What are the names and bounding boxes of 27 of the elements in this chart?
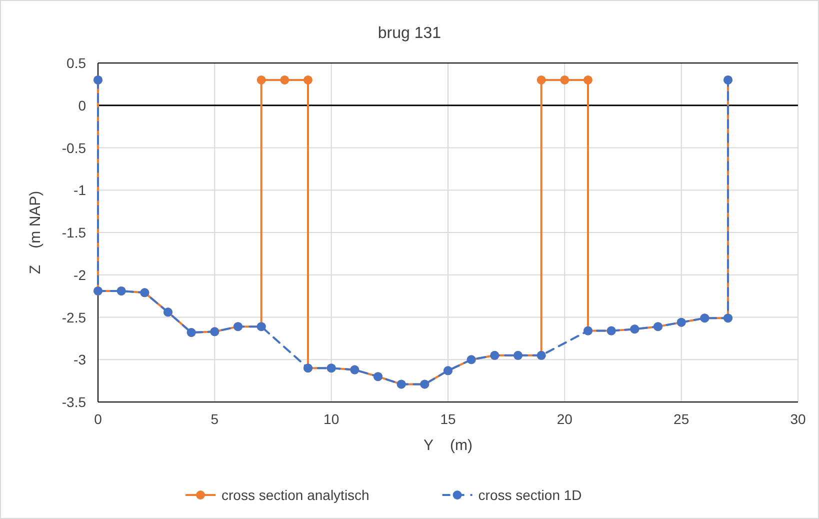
y-tick-label: -2	[74, 266, 86, 283]
chart-title: brug 131	[378, 25, 442, 42]
y-axis-title: Z (m NAP)	[27, 190, 44, 274]
y-tick-label: -1.5	[62, 224, 86, 240]
point	[584, 75, 592, 84]
y-tick-label: 0.5	[66, 55, 86, 71]
legend-label: cross section analytisch	[222, 487, 370, 503]
x-tick-label: 10	[324, 411, 340, 427]
y-tick-label: 0	[78, 97, 86, 114]
point	[256, 75, 266, 84]
y-tick-label: -2.5	[62, 309, 86, 326]
point	[536, 75, 546, 84]
y-tick-label: -3	[74, 352, 86, 368]
y-tick-label: -0.5	[62, 140, 86, 156]
x-tick-label: 15	[440, 411, 456, 427]
x-tick-label: 25	[674, 411, 690, 427]
x-tick-label: 30	[790, 411, 806, 427]
y-tick-label: -1	[74, 182, 86, 198]
x-axis-title: Y (m)	[424, 437, 472, 454]
x-tick-label: 0	[94, 411, 102, 427]
point	[280, 75, 290, 84]
point	[304, 75, 312, 84]
x-tick-label: 20	[556, 411, 573, 427]
point	[560, 75, 570, 84]
x-tick-label: 5	[210, 411, 219, 427]
legend-label: cross section 1D	[478, 487, 582, 503]
y-tick-label: -3.5	[62, 394, 86, 410]
